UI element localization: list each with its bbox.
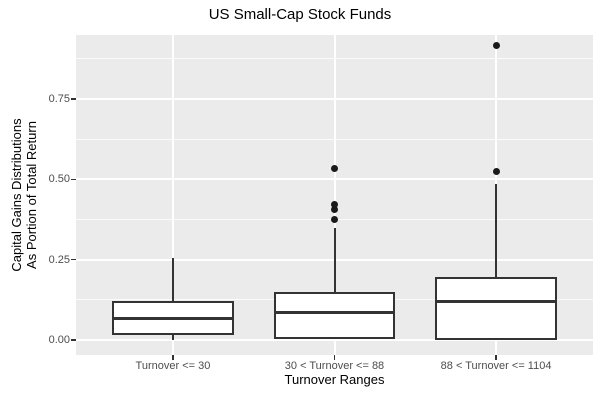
y-axis-title: Capital Gains Distributions As Portion o…	[9, 118, 39, 271]
outlier-point	[331, 215, 338, 223]
outlier-point	[331, 206, 338, 214]
y-axis-title-line2: As Portion of Total Return	[24, 121, 39, 269]
plot-panel	[76, 35, 593, 355]
x-tick-label: Turnover <= 30	[135, 360, 211, 372]
y-tick-label: 0.50	[48, 173, 70, 186]
whisker-upper	[333, 228, 336, 292]
outlier-point	[492, 42, 500, 50]
y-tick-label: 0.25	[48, 253, 70, 266]
whisker-upper	[171, 258, 174, 301]
y-tick-mark	[71, 258, 76, 261]
outlier-point	[331, 200, 338, 208]
y-tick-label: 0.75	[48, 92, 70, 105]
x-tick-label: 88 < Turnover <= 1104	[440, 360, 552, 372]
x-tick-mark	[172, 355, 174, 360]
y-tick-mark	[71, 178, 76, 180]
y-axis-title-line1: Capital Gains Distributions	[9, 118, 24, 272]
gridline-major-vertical	[171, 35, 174, 355]
x-tick-label: 30 < Turnover <= 88	[284, 360, 385, 372]
median-line	[437, 300, 555, 304]
plot-title: US Small-Cap Stock Funds	[208, 6, 392, 23]
y-tick-mark	[71, 339, 76, 341]
outlier-point	[331, 164, 338, 172]
outlier-point	[492, 168, 500, 176]
box-iqr	[435, 277, 557, 340]
x-tick-mark	[333, 355, 336, 360]
y-tick-mark	[71, 98, 76, 100]
median-line	[114, 316, 232, 320]
x-tick-mark	[495, 355, 497, 360]
box-iqr	[273, 291, 396, 340]
median-line	[275, 310, 394, 314]
whisker-upper	[495, 184, 498, 278]
y-tick-label: 0.00	[48, 333, 70, 346]
gridline-major-vertical	[333, 35, 336, 355]
x-axis-title: Turnover Ranges	[284, 372, 385, 387]
whisker-lower	[171, 334, 174, 340]
